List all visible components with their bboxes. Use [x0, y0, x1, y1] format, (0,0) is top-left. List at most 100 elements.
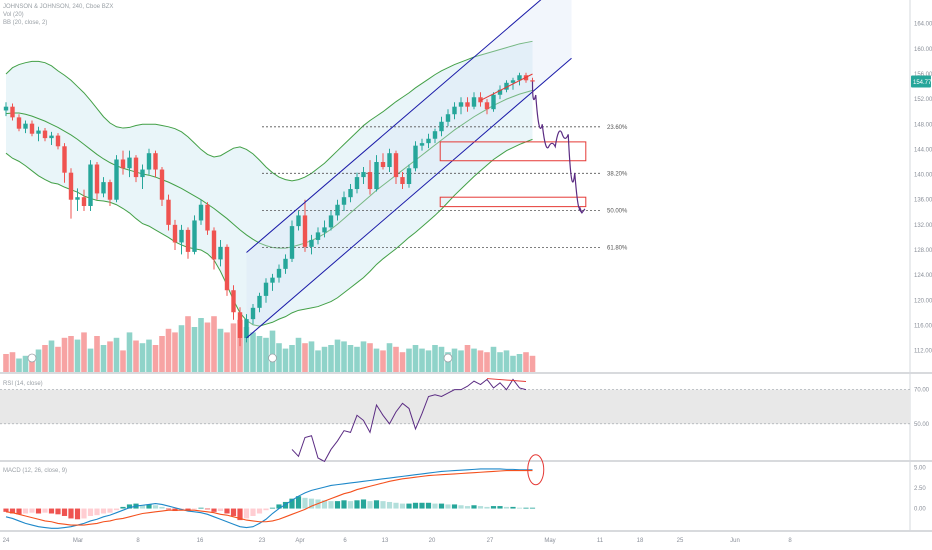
volume-bar [529, 355, 536, 372]
candle-body [159, 169, 165, 200]
macd-histogram-bar [380, 501, 386, 509]
volume-bar [393, 346, 399, 372]
candle-body [491, 94, 496, 110]
macd-histogram-bar [458, 505, 464, 509]
macd-histogram-bar [341, 500, 347, 509]
time-tick-label: May [544, 538, 555, 544]
candle-body [361, 172, 366, 178]
macd-histogram-bar [464, 506, 471, 509]
volume-bar [113, 337, 120, 372]
candle-body [400, 177, 405, 184]
candle-body [276, 268, 282, 278]
projection-path [531, 81, 583, 214]
candle-body [419, 143, 425, 146]
volume-bar [406, 348, 412, 372]
macd-histogram-bar [224, 508, 230, 514]
candle-body [263, 282, 269, 296]
candle-body [452, 106, 457, 115]
candle-body [322, 227, 327, 233]
time-tick-label: 18 [637, 538, 644, 544]
volume-bar [276, 343, 282, 372]
fib-level-label: 23.60% [607, 125, 628, 131]
macd-highlight-circle [527, 454, 545, 486]
volume-bar [308, 341, 315, 372]
candle-body [478, 97, 483, 103]
volume-bar [289, 345, 295, 372]
volume-bar [458, 350, 464, 372]
candle-body [153, 153, 158, 170]
candle-body [166, 199, 171, 225]
volume-bar [48, 340, 55, 372]
macd-histogram-bar [354, 500, 360, 509]
time-tick-label: 8 [788, 538, 792, 544]
volume-bar [159, 336, 165, 372]
rsi-tick-label: 50.00 [914, 422, 930, 428]
price-tick-label: 152.00 [914, 97, 932, 103]
macd-histogram-bar [152, 505, 159, 509]
candle-body [315, 232, 321, 240]
candle-body [23, 123, 28, 129]
macd-histogram-bar [243, 508, 250, 519]
macd-histogram-bar [217, 508, 224, 512]
volume-bar [178, 325, 185, 372]
macd-histogram-bar [334, 501, 341, 509]
time-tick-label: 6 [343, 538, 347, 544]
volume-bar [516, 354, 523, 372]
candle-body [29, 123, 35, 134]
macd-histogram-bar [100, 508, 107, 514]
candle-body [374, 162, 379, 190]
candle-body [380, 162, 386, 168]
volume-bar [133, 340, 139, 372]
volume-bar [198, 318, 204, 372]
candle-body [198, 204, 204, 221]
macd-histogram-bar [48, 508, 55, 514]
macd-histogram-bar [516, 507, 523, 509]
bollinger-upper-line [5, 40, 533, 182]
volume-bar [315, 350, 321, 372]
volume-bar [425, 350, 432, 372]
candle-body [192, 220, 197, 252]
volume-bar [42, 345, 48, 372]
volume-bar [185, 316, 191, 372]
candle-body [257, 295, 262, 308]
volume-bar [35, 349, 42, 372]
candle-body [114, 159, 119, 200]
volume-bar [302, 343, 308, 372]
price-badge [911, 75, 931, 88]
macd-histogram-bar [165, 508, 172, 510]
candle-body [218, 246, 223, 260]
price-tick-label: 136.00 [914, 198, 932, 204]
volume-bar [341, 341, 347, 372]
price-tick-label: 144.00 [914, 147, 932, 153]
candle-body [309, 239, 314, 247]
macd-histogram-bar [321, 500, 328, 509]
supply-demand-zone [439, 141, 587, 162]
candle-body [94, 164, 100, 194]
macd-histogram-bar [432, 503, 438, 509]
macd-histogram-bar [9, 508, 16, 514]
time-tick-label: 25 [677, 538, 684, 544]
channel-upper-line [246, 0, 542, 253]
candle-body [458, 102, 464, 107]
volume-bar [477, 350, 484, 372]
volume-bar [243, 327, 250, 372]
macd-histogram-bar [204, 508, 211, 510]
candle-body [205, 204, 210, 231]
candle-body [406, 168, 412, 184]
event-marker-icon [268, 353, 277, 363]
bollinger-line: BB (20, close, 2) [3, 20, 48, 26]
candle-body [49, 135, 54, 139]
volume-bar [126, 332, 133, 372]
time-tick-label: Apr [295, 538, 304, 544]
macd-histogram-bar [68, 508, 74, 519]
volume-bar [120, 350, 126, 372]
candle-body [81, 197, 87, 206]
bollinger-band-fill [6, 41, 533, 327]
volume-bar [484, 352, 490, 372]
macd-histogram-bar [328, 501, 334, 509]
volume-bar [328, 345, 334, 372]
volume-bar [451, 348, 458, 372]
price-tick-label: 160.00 [914, 47, 932, 53]
volume-bar [282, 348, 289, 372]
